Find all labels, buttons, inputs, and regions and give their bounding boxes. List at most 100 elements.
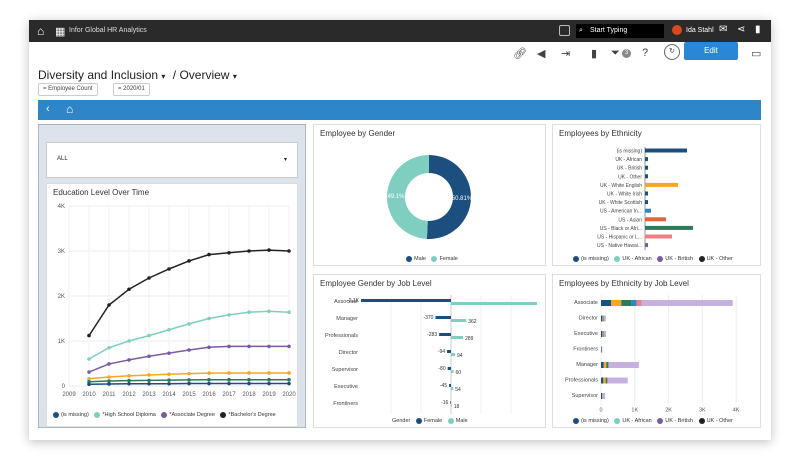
- legend-swatch: [614, 256, 621, 262]
- bar-segment: [603, 315, 604, 322]
- bar-segment: [603, 377, 606, 384]
- bar: [645, 191, 648, 196]
- home-icon[interactable]: ⌂: [66, 102, 74, 116]
- bar-female: [439, 333, 451, 336]
- data-label: -16: [441, 400, 448, 406]
- square-icon[interactable]: [559, 25, 570, 36]
- legend-swatch: [573, 418, 579, 424]
- data-point: [247, 344, 251, 349]
- dashboard-title[interactable]: Diversity and Inclusion: [38, 68, 159, 82]
- bar-male: [451, 370, 454, 373]
- gender-legend: Male Female: [406, 256, 462, 262]
- data-point: [187, 348, 191, 352]
- bar-segment: [605, 377, 608, 384]
- home-icon[interactable]: ⌂: [37, 24, 45, 38]
- data-point: [287, 371, 291, 375]
- title-dropdown-icon[interactable]: ▾: [161, 72, 166, 81]
- data-point: [207, 371, 211, 375]
- x-tick-label: 1K: [631, 408, 638, 414]
- bar-female: [450, 401, 451, 404]
- legend-label: Female: [439, 256, 458, 263]
- legend-label: UK - African: [622, 256, 652, 263]
- filter-chip-employee-count[interactable]: = Employee Count: [38, 83, 98, 96]
- bar-segment: [603, 331, 604, 337]
- app-name: Infor Global HR Analytics: [69, 27, 147, 34]
- bar: [645, 243, 648, 248]
- bar: [645, 217, 666, 222]
- data-point: [187, 322, 191, 326]
- gender-chart-card: Employee by Gender 50.81% 49.1% Male Fema…: [313, 124, 546, 266]
- bookmark-icon[interactable]: ▮: [755, 24, 761, 35]
- bar-segment: [601, 331, 603, 337]
- bar-segment: [636, 300, 642, 306]
- apps-grid-icon[interactable]: ▦: [55, 26, 66, 38]
- category-label: Supervisor: [572, 393, 598, 399]
- y-tick-label: 4K: [58, 204, 65, 210]
- user-name[interactable]: Ida Stahl: [686, 27, 714, 34]
- announce-icon[interactable]: ◀: [537, 48, 546, 60]
- avatar[interactable]: [672, 25, 682, 35]
- bookmark-icon[interactable]: ▮: [591, 48, 598, 60]
- data-label: 18: [454, 404, 460, 410]
- legend-label: (is missing): [61, 412, 89, 419]
- y-tick-label: 3K: [58, 249, 65, 255]
- export-icon[interactable]: ⇥: [561, 48, 571, 60]
- bar-segment: [601, 346, 602, 353]
- data-point: [167, 351, 171, 355]
- page-subtitle[interactable]: Overview: [179, 68, 230, 82]
- bar: [645, 225, 693, 230]
- edit-button[interactable]: Edit: [684, 42, 738, 60]
- x-tick-label: 2019: [262, 392, 276, 398]
- bar-segment: [601, 377, 604, 384]
- legend-swatch: [614, 418, 621, 424]
- folder-icon[interactable]: ▭: [751, 48, 762, 60]
- category-label: UK - African: [615, 157, 642, 163]
- left-panel: ALL ▾ Education Level Over Time 0 1K 2K 3K 4…: [38, 124, 306, 428]
- bar: [645, 148, 687, 153]
- data-point: [127, 339, 131, 343]
- data-point: [287, 381, 291, 386]
- category-label: Frontiners: [573, 347, 598, 353]
- gender-job-bar-chart: Associate-2.1K Manager -370 362 Professional…: [325, 295, 537, 414]
- filter-icon[interactable]: ⏷: [611, 47, 620, 59]
- y-tick-label: 0: [62, 384, 66, 390]
- gender-job-chart-title: Employee Gender by Job Level: [320, 279, 432, 288]
- mail-icon[interactable]: ✉: [719, 24, 728, 35]
- back-icon[interactable]: ‹: [46, 103, 50, 115]
- data-point: [227, 377, 231, 382]
- data-point: [267, 377, 271, 382]
- data-point: [287, 310, 291, 314]
- data-label: 362: [468, 319, 477, 325]
- legend-label: Male: [455, 418, 468, 425]
- education-chart-title: Education Level Over Time: [53, 188, 150, 197]
- data-point: [127, 378, 131, 383]
- data-point: [167, 327, 171, 332]
- bar: [645, 234, 672, 239]
- bar-male: [451, 302, 537, 305]
- bar-male: [451, 404, 452, 407]
- category-label: Associate: [334, 299, 358, 305]
- search-input[interactable]: ⌕ Start Typing: [576, 24, 664, 38]
- category-label: UK - White Scottish: [599, 200, 643, 206]
- chevron-down-icon: ▾: [283, 157, 287, 163]
- subtitle-dropdown-icon[interactable]: ▾: [232, 72, 237, 81]
- bar-female: [361, 299, 451, 302]
- link-icon[interactable]: 🔗︎: [513, 48, 527, 60]
- data-point: [287, 249, 291, 253]
- bar-segment: [602, 331, 604, 337]
- ethnicity-job-bar-chart: 0 1K 2K 3K 4K Associate Director Executive Front…: [565, 295, 740, 414]
- filter-select[interactable]: ALL ▾: [46, 142, 298, 178]
- filter-chip-period[interactable]: = 2020/01: [113, 83, 150, 96]
- data-point: [207, 377, 211, 382]
- data-label: -94: [438, 349, 445, 355]
- data-point: [267, 248, 271, 252]
- bar-male: [451, 319, 467, 322]
- help-icon[interactable]: ?: [642, 47, 649, 59]
- bar-male: [451, 336, 464, 339]
- bar: [645, 165, 648, 170]
- share-icon[interactable]: ⋖: [737, 24, 746, 35]
- x-tick-label: 2020: [282, 392, 296, 398]
- data-point: [247, 377, 251, 382]
- refresh-icon[interactable]: ↻: [664, 44, 680, 60]
- category-label: Professionals: [565, 378, 598, 384]
